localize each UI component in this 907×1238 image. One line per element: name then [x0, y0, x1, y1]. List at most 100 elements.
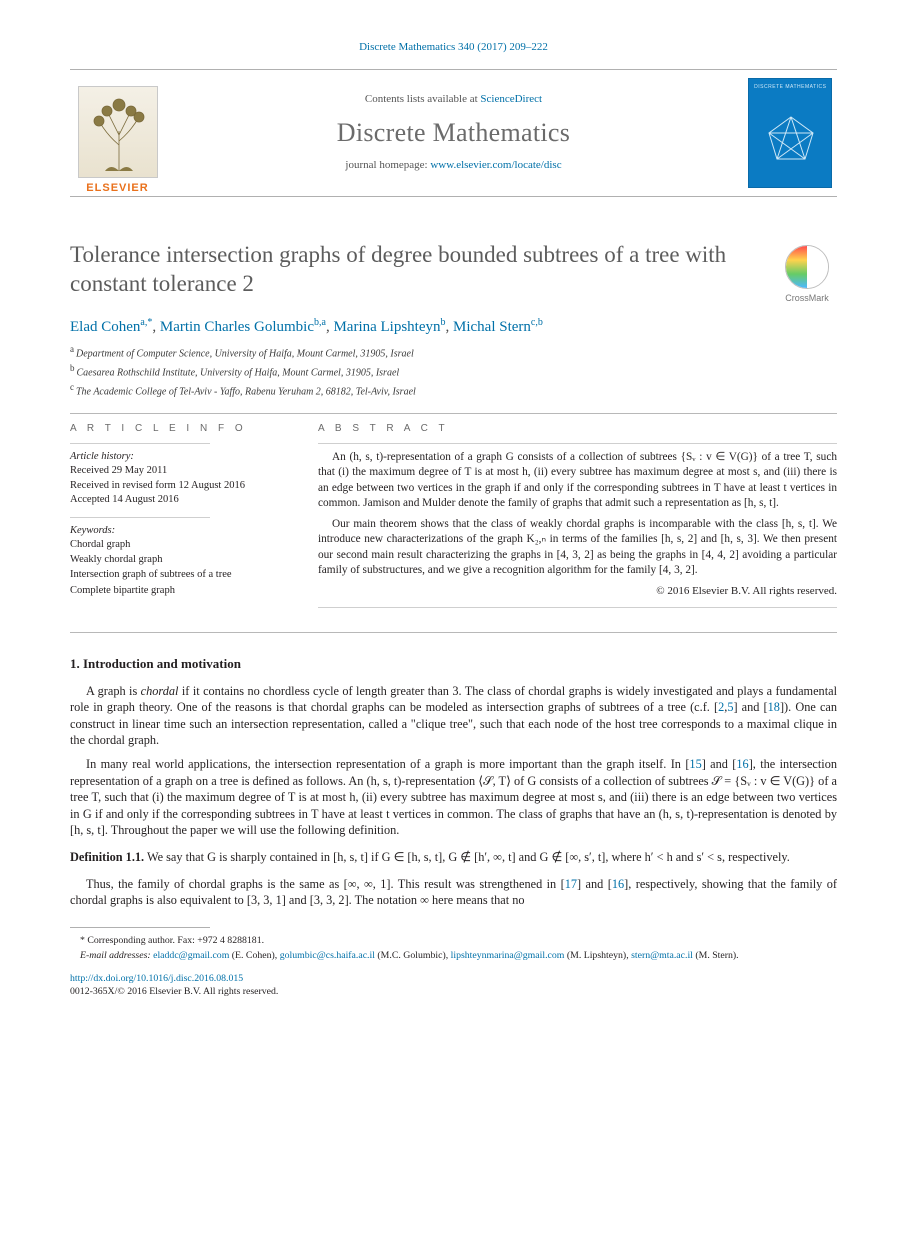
text: ] and [: [577, 877, 612, 891]
email-link[interactable]: stern@mta.ac.il: [631, 950, 693, 961]
authors-line: Elad Cohena,*, Martin Charles Golumbicb,…: [70, 316, 837, 337]
history-received: Received 29 May 2011: [70, 464, 288, 478]
reference-link[interactable]: 15: [689, 757, 701, 771]
email-link[interactable]: lipshteynmarina@gmail.com: [451, 950, 565, 961]
definition-label: Definition 1.1.: [70, 850, 144, 864]
history-revised: Received in revised form 12 August 2016: [70, 479, 288, 493]
text: (M. Lipshteyn): [567, 950, 626, 961]
body-paragraph: A graph is chordal if it contains no cho…: [70, 683, 837, 749]
abstract-copyright: © 2016 Elsevier B.V. All rights reserved…: [318, 584, 837, 599]
journal-cover-icon: DISCRETE MATHEMATICS: [748, 78, 832, 188]
reference-link[interactable]: 17: [565, 877, 577, 891]
text: Corresponding author. Fax: +972 4 828818…: [87, 935, 264, 946]
cover-thumb-block: DISCRETE MATHEMATICS: [742, 70, 837, 196]
keyword: Intersection graph of subtrees of a tree: [70, 568, 288, 582]
divider: [318, 443, 837, 444]
email-link[interactable]: eladdc@gmail.com: [153, 950, 229, 961]
crossmark-label: CrossMark: [777, 292, 837, 304]
author-link[interactable]: Elad Cohen: [70, 319, 140, 335]
footnotes: * Corresponding author. Fax: +972 4 8288…: [70, 934, 837, 962]
crossmark-badge[interactable]: CrossMark: [777, 245, 837, 304]
keyword: Chordal graph: [70, 538, 288, 552]
text: A graph is: [86, 684, 141, 698]
text: Thus, the family of chordal graphs is th…: [86, 877, 565, 891]
article-title: Tolerance intersection graphs of degree …: [70, 241, 759, 299]
affiliations: aDepartment of Computer Science, Univers…: [70, 343, 837, 398]
abstract-column: a b s t r a c t An (h, s, t)-representat…: [318, 422, 837, 614]
divider: [70, 517, 210, 518]
affil-text: Caesarea Rothschild Institute, Universit…: [77, 367, 400, 378]
publisher-wordmark: ELSEVIER: [86, 181, 148, 196]
author-marks: a,*: [140, 317, 152, 328]
history-accepted: Accepted 14 August 2016: [70, 493, 288, 507]
citation-link[interactable]: Discrete Mathematics 340 (2017) 209–222: [359, 41, 548, 53]
text: (M. Stern): [695, 950, 736, 961]
author-link[interactable]: Michal Stern: [453, 319, 531, 335]
affil-text: The Academic College of Tel-Aviv - Yaffo…: [76, 386, 416, 397]
text: ] and [: [702, 757, 737, 771]
text: (E. Cohen): [232, 950, 275, 961]
section-heading: 1. Introduction and motivation: [70, 655, 837, 673]
cover-mini-title: DISCRETE MATHEMATICS: [754, 84, 826, 91]
masthead-center: Contents lists available at ScienceDirec…: [165, 70, 742, 196]
divider: [70, 632, 837, 633]
divider: [70, 413, 837, 414]
affil-mark: c: [70, 382, 74, 392]
contents-line: Contents lists available at ScienceDirec…: [165, 92, 742, 107]
abstract-p2: Our main theorem shows that the class of…: [318, 517, 837, 578]
running-head: Discrete Mathematics 340 (2017) 209–222: [70, 40, 837, 55]
homepage-prefix: journal homepage:: [345, 159, 430, 171]
keyword: Complete bipartite graph: [70, 584, 288, 598]
history-label: Article history:: [70, 450, 288, 464]
abstract-heading: a b s t r a c t: [318, 422, 837, 436]
body-paragraph: In many real world applications, the int…: [70, 756, 837, 839]
body-paragraph: Thus, the family of chordal graphs is th…: [70, 876, 837, 909]
reference-link[interactable]: 18: [768, 700, 780, 714]
keywords-list: Chordal graph Weakly chordal graph Inter…: [70, 538, 288, 598]
elsevier-tree-icon: [78, 86, 158, 178]
divider: [318, 607, 837, 608]
affiliation: aDepartment of Computer Science, Univers…: [70, 343, 837, 361]
definition: Definition 1.1. We say that G is sharply…: [70, 849, 837, 866]
text: ] and [: [733, 700, 767, 714]
reference-link[interactable]: 16: [612, 877, 624, 891]
italic-term: chordal: [141, 684, 179, 698]
affil-text: Department of Computer Science, Universi…: [76, 349, 414, 360]
affiliation: bCaesarea Rothschild Institute, Universi…: [70, 362, 837, 380]
journal-name: Discrete Mathematics: [165, 115, 742, 150]
text: (M.C. Golumbic): [377, 950, 445, 961]
email-link[interactable]: golumbic@cs.haifa.ac.il: [280, 950, 375, 961]
homepage-link[interactable]: www.elsevier.com/locate/disc: [430, 159, 561, 171]
author-link[interactable]: Marina Lipshteyn: [333, 319, 440, 335]
affiliation: cThe Academic College of Tel-Aviv - Yaff…: [70, 381, 837, 399]
author-marks: b: [441, 317, 446, 328]
sciencedirect-link[interactable]: ScienceDirect: [480, 93, 542, 105]
abstract-p1: An (h, s, t)-representation of a graph G…: [318, 450, 837, 511]
publisher-logo-block: ELSEVIER: [70, 70, 165, 196]
masthead: ELSEVIER Contents lists available at Sci…: [70, 69, 837, 197]
author-link[interactable]: Martin Charles Golumbic: [160, 319, 314, 335]
emails-label: E-mail addresses:: [80, 950, 151, 961]
asterisk-icon: *: [80, 935, 85, 946]
author-marks: c,b: [531, 317, 543, 328]
footnote-rule: [70, 927, 210, 928]
article-info-column: a r t i c l e i n f o Article history: R…: [70, 422, 288, 614]
definition-text: We say that G is sharply contained in [h…: [144, 850, 790, 864]
corresponding-author-note: * Corresponding author. Fax: +972 4 8288…: [70, 934, 837, 947]
keyword: Weakly chordal graph: [70, 553, 288, 567]
author-marks: b,a: [314, 317, 326, 328]
keywords-label: Keywords:: [70, 524, 288, 538]
email-addresses-note: E-mail addresses: eladdc@gmail.com (E. C…: [70, 949, 837, 962]
issn-copyright: 0012-365X/© 2016 Elsevier B.V. All right…: [70, 986, 278, 997]
text: In many real world applications, the int…: [86, 757, 689, 771]
contents-prefix: Contents lists available at: [365, 93, 480, 105]
doi-block: http://dx.doi.org/10.1016/j.disc.2016.08…: [70, 972, 837, 998]
affil-mark: a: [70, 344, 74, 354]
article-info-heading: a r t i c l e i n f o: [70, 422, 288, 436]
crossmark-icon: [785, 245, 829, 289]
divider: [70, 443, 210, 444]
homepage-line: journal homepage: www.elsevier.com/locat…: [165, 158, 742, 173]
affil-mark: b: [70, 363, 75, 373]
doi-link[interactable]: http://dx.doi.org/10.1016/j.disc.2016.08…: [70, 973, 243, 984]
reference-link[interactable]: 16: [736, 757, 748, 771]
